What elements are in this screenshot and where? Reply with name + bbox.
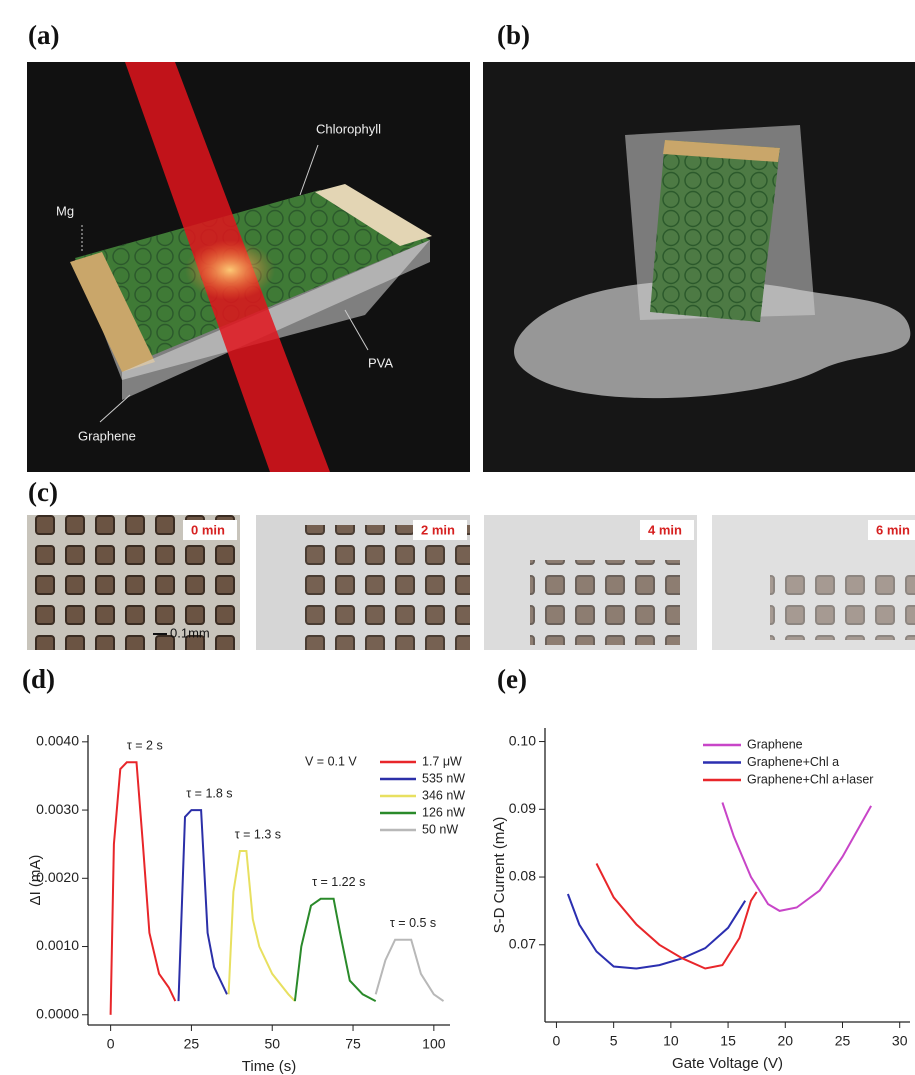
y-tick-label: 0.0040 (36, 733, 79, 749)
y-tick-label: 0.09 (509, 800, 536, 816)
legend-label: 1.7 μW (422, 754, 462, 768)
panel-label: (c) (28, 477, 58, 507)
x-axis-title: Time (s) (242, 1058, 296, 1075)
series-line (566, 893, 747, 970)
y-tick-label: 0.10 (509, 732, 536, 748)
time-tag: 0 min (191, 522, 225, 537)
x-tick-label: 0 (553, 1033, 561, 1049)
callout: PVA (368, 355, 393, 370)
legend-label: 346 nW (422, 788, 465, 802)
series-line (177, 809, 228, 1002)
y-axis-title: ΔI (mA) (27, 855, 44, 906)
series-line (595, 863, 758, 970)
x-tick-label: 10 (663, 1033, 679, 1049)
y-tick-label: 0.07 (509, 935, 536, 951)
x-axis-title: Gate Voltage (V) (672, 1055, 783, 1072)
legend-label: Graphene+Chl a (747, 755, 839, 769)
x-tick-label: 50 (264, 1036, 280, 1052)
y-axis-title: S-D Current (mA) (491, 817, 508, 934)
x-tick-label: 0 (107, 1036, 115, 1052)
series-line (374, 938, 445, 1002)
panel-label: (d) (22, 664, 55, 694)
panel-label: (a) (28, 20, 59, 50)
legend-label: 535 nW (422, 771, 465, 785)
x-tick-label: 25 (835, 1033, 851, 1049)
legend-label: Graphene+Chl a+laser (747, 772, 873, 786)
series-line (227, 850, 296, 1002)
time-tag: 6 min (876, 522, 910, 537)
annotation: τ = 1.3 s (235, 827, 281, 841)
y-tick-label: 0.08 (509, 868, 536, 884)
x-tick-label: 15 (720, 1033, 736, 1049)
y-tick-label: 0.0010 (36, 937, 79, 953)
callout: Graphene (78, 428, 136, 443)
legend-label: 50 nW (422, 822, 458, 836)
callout: Chlorophyll (316, 121, 381, 136)
annotation: τ = 0.5 s (390, 916, 436, 930)
legend-label: 126 nW (422, 805, 465, 819)
time-tag: 2 min (421, 522, 455, 537)
annotation: τ = 2 s (127, 739, 163, 753)
series-line (109, 761, 177, 1015)
x-tick-label: 25 (184, 1036, 200, 1052)
legend-label: Graphene (747, 737, 803, 751)
device-render (27, 62, 470, 472)
time-tag: 4 min (648, 522, 682, 537)
annotation: τ = 1.8 s (186, 786, 232, 800)
scale-bar-label: 0.1mm (170, 625, 210, 640)
x-tick-label: 20 (777, 1033, 793, 1049)
callout: Mg (56, 203, 74, 218)
y-tick-label: 0.0030 (36, 801, 79, 817)
x-tick-label: 100 (422, 1036, 446, 1052)
annotation: V = 0.1 V (305, 754, 357, 768)
x-tick-label: 5 (610, 1033, 618, 1049)
panel-label: (b) (497, 20, 530, 50)
series-line (721, 802, 872, 912)
x-tick-label: 30 (892, 1033, 908, 1049)
x-tick-label: 75 (345, 1036, 361, 1052)
micrographs (27, 515, 915, 650)
dissolving-render (483, 62, 915, 472)
annotation: τ = 1.22 s (312, 875, 365, 889)
y-tick-label: 0.0000 (36, 1005, 79, 1021)
series-line (293, 897, 377, 1002)
y-tick-label: 0.0020 (36, 869, 79, 885)
panel-label: (e) (497, 664, 527, 694)
